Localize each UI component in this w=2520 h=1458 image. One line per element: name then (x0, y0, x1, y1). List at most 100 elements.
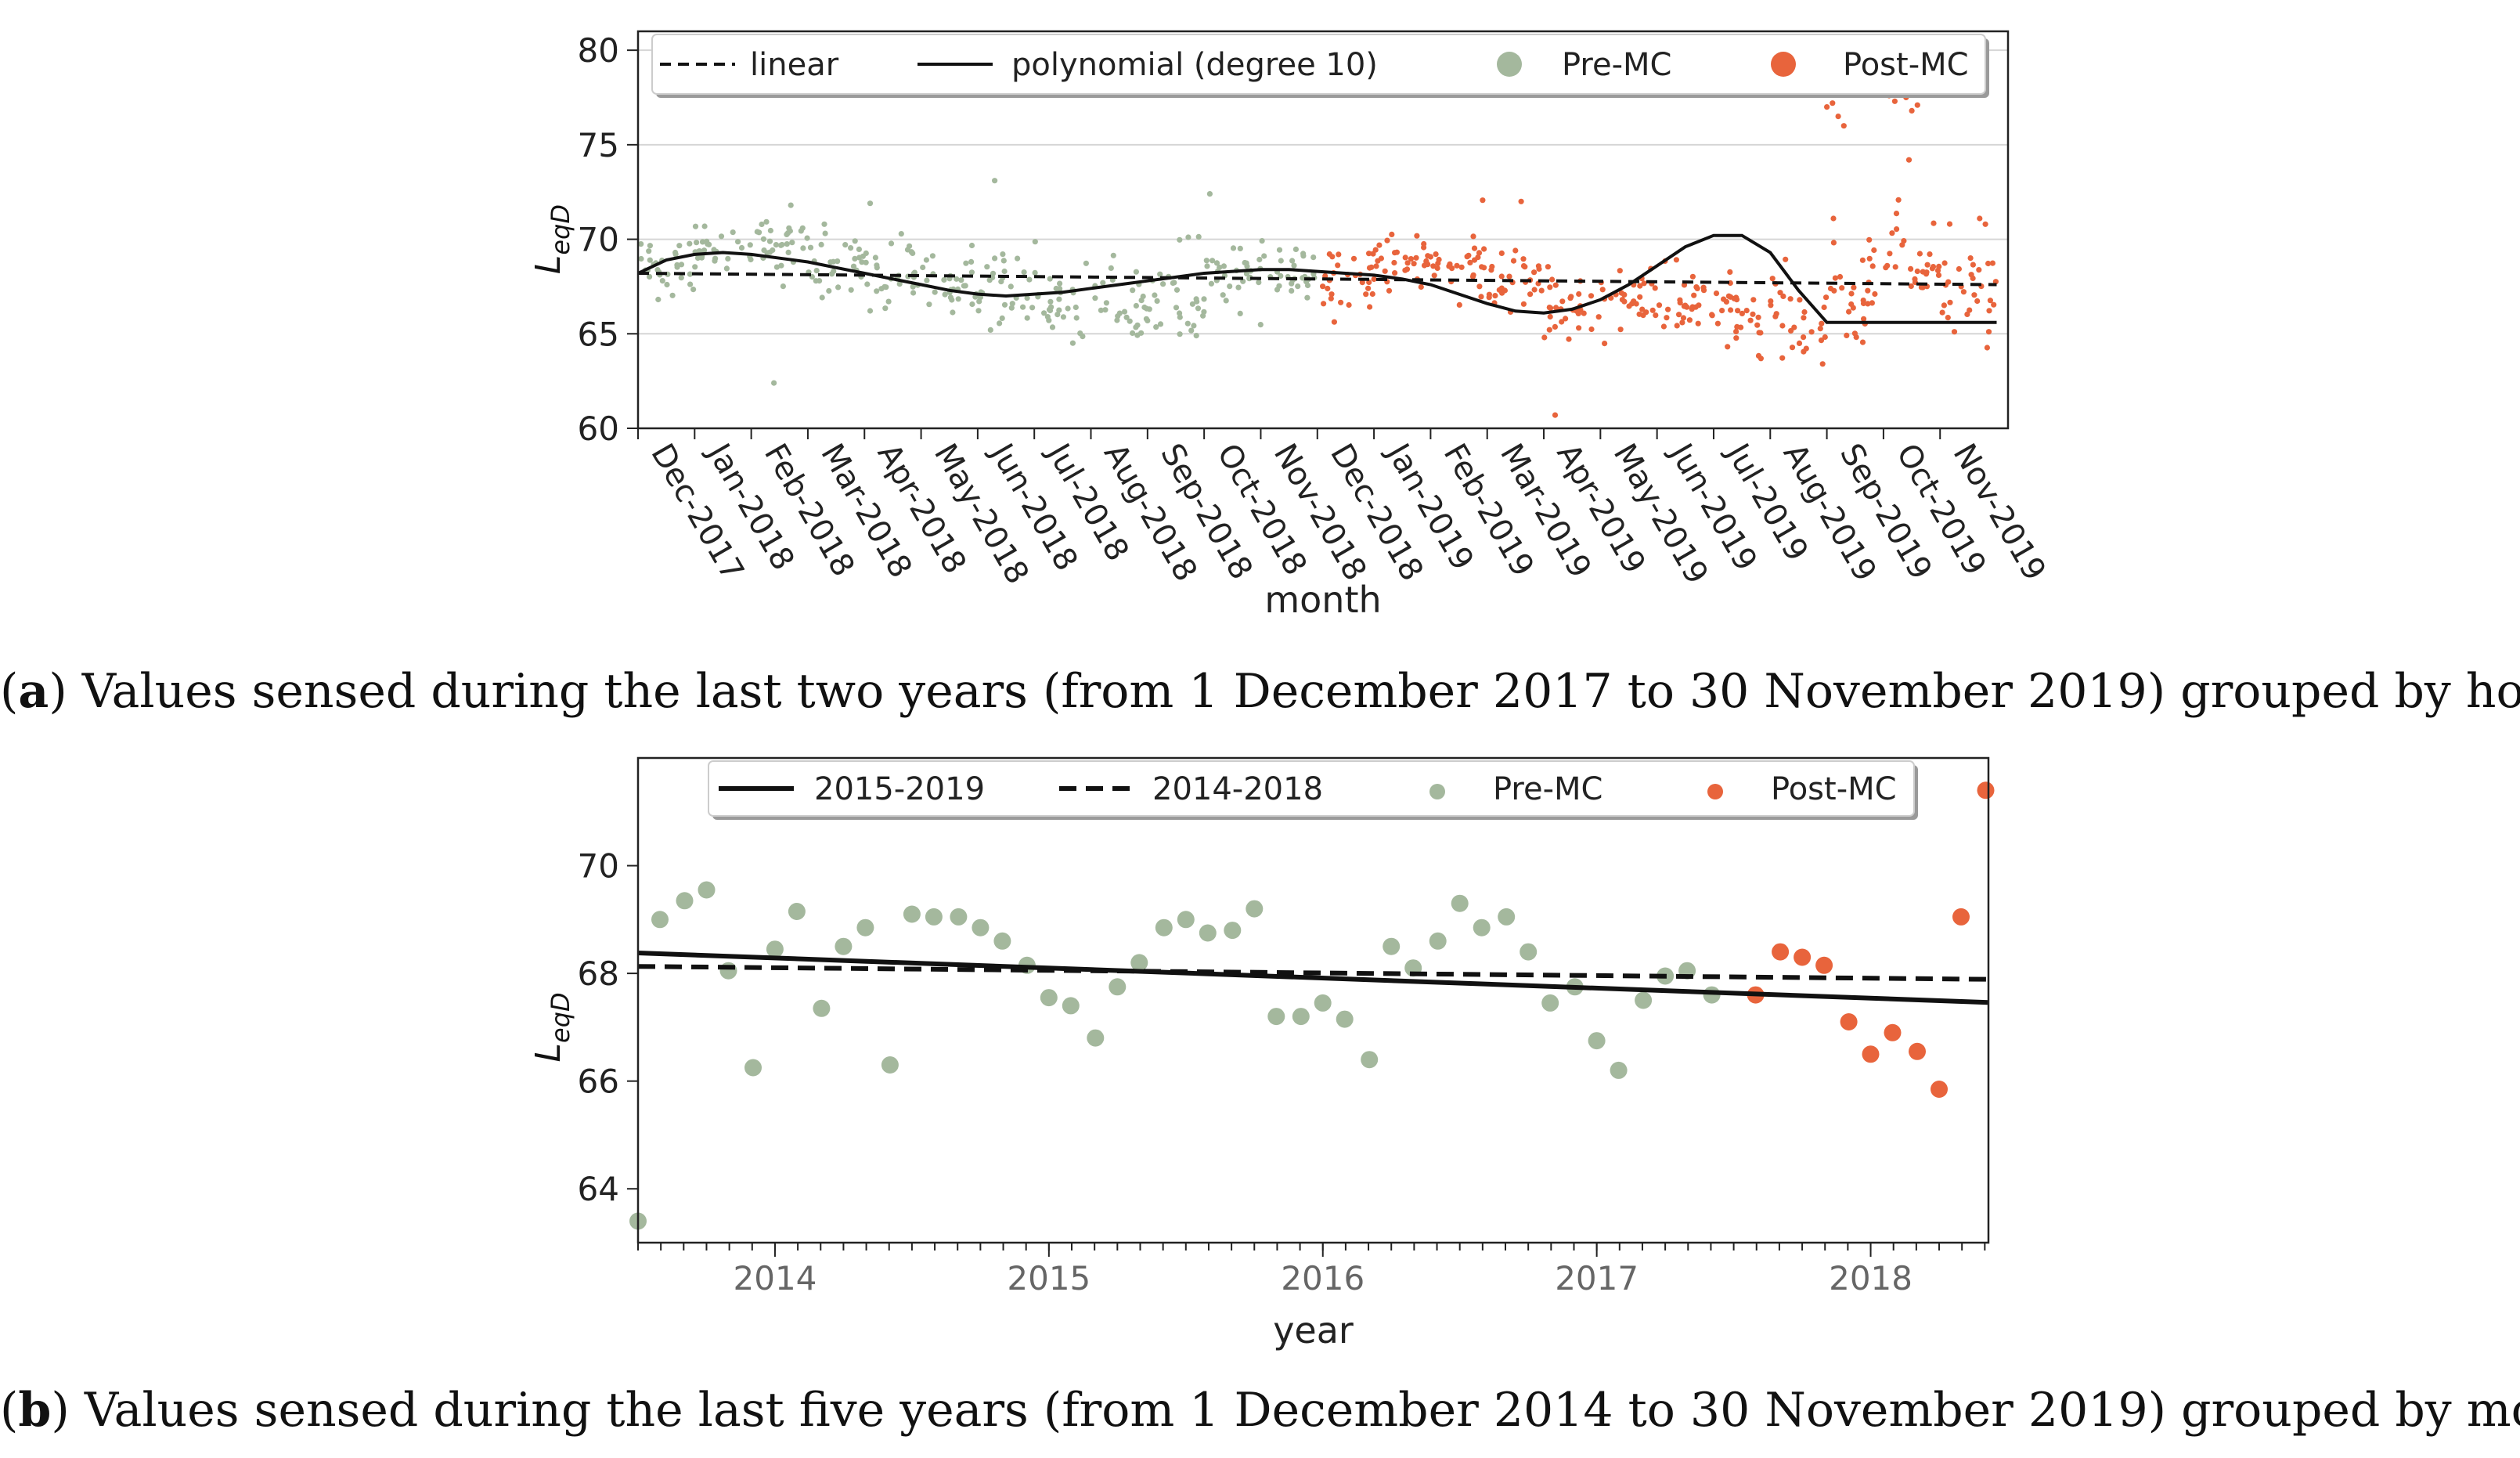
data-point-post-mc (1481, 265, 1487, 271)
data-point-pre-mc (827, 259, 834, 265)
data-point-post-mc (1893, 211, 1900, 217)
data-point-post-mc (1914, 268, 1920, 275)
data-point-post-mc (1750, 311, 1756, 317)
data-point-post-mc (1916, 251, 1923, 257)
data-point-post-mc (1486, 291, 1492, 298)
data-point-pre-mc (1195, 305, 1202, 312)
data-point-post-mc (1384, 237, 1390, 244)
data-point-pre-mc (848, 245, 854, 251)
data-point-post-mc (1859, 257, 1866, 263)
data-point-post-mc (1411, 261, 1417, 267)
data-point-post-mc (1471, 245, 1478, 251)
data-point-pre-mc (992, 255, 998, 262)
data-point-post-mc (1576, 291, 1582, 298)
data-point-post-mc (1421, 240, 1427, 247)
data-point-post-mc (1643, 309, 1649, 316)
data-point-pre-mc (1130, 330, 1136, 336)
data-point-post-mc (1581, 310, 1587, 316)
data-point-post-mc (1326, 251, 1332, 258)
data-point-pre-mc (867, 200, 874, 207)
data-point-post-mc (1552, 412, 1559, 418)
data-point-pre-mc (929, 253, 936, 259)
data-point-pre-mc (1289, 258, 1296, 264)
data-point-post-mc (1520, 256, 1527, 262)
data-point-post-mc (1660, 323, 1667, 330)
data-point-post-mc (1721, 296, 1727, 302)
x-tick-label-b: 2017 (1555, 1259, 1639, 1297)
data-point-post-mc (1336, 251, 1342, 258)
data-point-post-mc (1595, 314, 1602, 320)
data-point-post-mc (1567, 295, 1574, 301)
data-point-pre-mc (1201, 296, 1207, 302)
data-point-post-mc (1851, 284, 1857, 291)
data-point-post-mc (1837, 273, 1844, 280)
data-point-pre-mc (1429, 932, 1447, 950)
data-point-post-mc (1713, 291, 1720, 297)
data-point-pre-mc (864, 281, 871, 287)
data-point-post-mc (1367, 304, 1373, 310)
data-point-pre-mc (1001, 268, 1008, 275)
data-point-post-mc (1626, 303, 1632, 309)
data-point-pre-mc (826, 287, 832, 294)
data-point-pre-mc (800, 245, 806, 251)
data-point-pre-mc (698, 881, 716, 899)
data-point-post-mc (1840, 1013, 1858, 1030)
data-point-pre-mc (1133, 269, 1139, 275)
data-point-pre-mc (692, 223, 699, 229)
data-point-pre-mc (1237, 310, 1243, 316)
data-point-pre-mc (669, 292, 676, 298)
data-point-pre-mc (1152, 292, 1158, 298)
data-point-pre-mc (719, 962, 737, 980)
data-point-pre-mc (744, 1059, 762, 1077)
data-point-post-mc (1976, 267, 1982, 273)
data-point-post-mc (1835, 114, 1841, 120)
data-point-post-mc (1850, 305, 1856, 311)
data-point-post-mc (1772, 943, 1790, 961)
data-point-pre-mc (954, 276, 960, 282)
data-point-post-mc (1985, 329, 1992, 335)
data-point-pre-mc (784, 231, 790, 237)
data-point-pre-mc (760, 236, 767, 242)
data-point-post-mc (1844, 332, 1850, 338)
data-point-pre-mc (903, 905, 921, 923)
legend-label-b: Pre-MC (1493, 771, 1602, 807)
data-point-pre-mc (1304, 294, 1310, 301)
data-point-pre-mc (1130, 954, 1148, 972)
data-point-post-mc (1725, 344, 1731, 350)
data-point-pre-mc (1261, 253, 1267, 259)
data-point-post-mc (1328, 295, 1334, 301)
data-point-post-mc (1970, 262, 1976, 268)
data-point-post-mc (1952, 908, 1970, 926)
y-tick-label-a: 70 (578, 221, 619, 259)
data-point-post-mc (1923, 271, 1930, 277)
data-point-post-mc (1680, 315, 1687, 321)
data-point-post-mc (1731, 295, 1737, 301)
data-point-post-mc (1391, 259, 1397, 266)
data-point-pre-mc (958, 277, 964, 283)
data-point-post-mc (1465, 252, 1472, 258)
linear-fit-line (637, 272, 1997, 287)
data-point-pre-mc (804, 235, 810, 241)
data-point-pre-mc (1200, 312, 1206, 319)
data-point-pre-mc (1041, 310, 1047, 316)
data-point-pre-mc (1077, 330, 1083, 337)
data-point-post-mc (1386, 287, 1393, 294)
data-point-post-mc (1887, 251, 1893, 257)
data-point-pre-mc (969, 301, 975, 308)
data-point-post-mc (1830, 100, 1836, 106)
data-point-pre-mc (1246, 900, 1264, 918)
data-point-post-mc (1788, 327, 1794, 334)
data-point-post-mc (1927, 251, 1933, 258)
data-point-pre-mc (1173, 305, 1180, 311)
caption-a-text: Values sensed during the last two years … (81, 664, 2520, 719)
data-point-pre-mc (780, 283, 787, 290)
data-point-pre-mc (1300, 251, 1307, 257)
data-point-post-mc (1693, 284, 1700, 291)
data-point-pre-mc (813, 278, 819, 284)
data-point-post-mc (1817, 326, 1823, 332)
data-point-pre-mc (1217, 264, 1223, 271)
data-point-post-mc (1664, 315, 1670, 321)
data-point-pre-mc (1473, 918, 1491, 937)
data-point-post-mc (1951, 329, 1958, 335)
data-point-pre-mc (1230, 245, 1237, 251)
